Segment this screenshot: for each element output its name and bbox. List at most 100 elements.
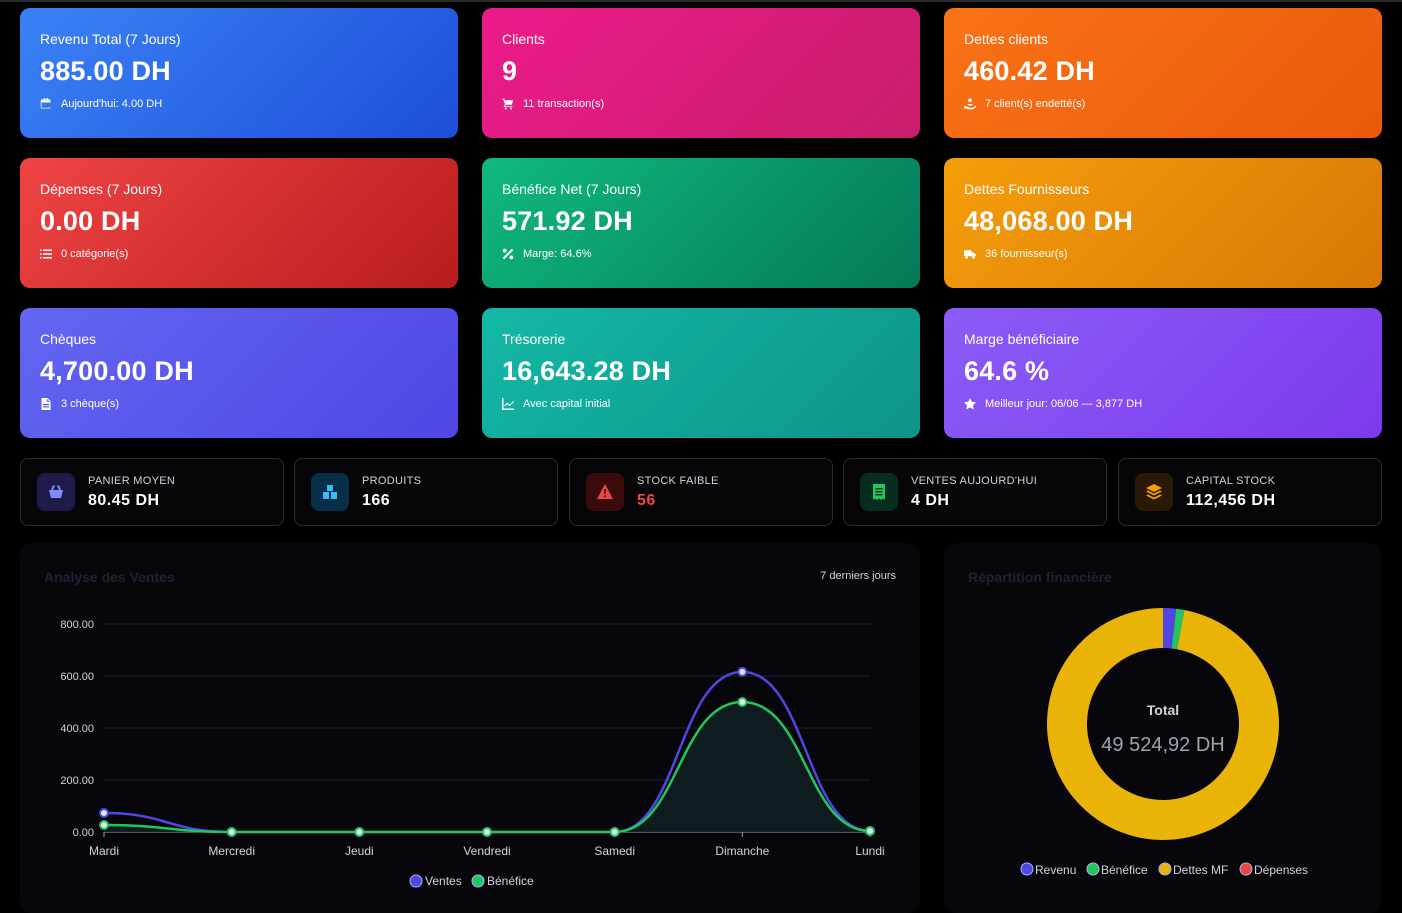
profit-margin-card[interactable]: Marge bénéficiaire 64.6 % Meilleur jour: 0… (944, 308, 1382, 438)
card-subtitle-text: 36 fournisseur(s) (985, 248, 1068, 260)
y-tick-label: 800.00 (60, 619, 94, 631)
cheques-card[interactable]: Chèques 4,700.00 DH 3 chèque(s) (20, 308, 458, 438)
kpi-value: 112,456 DH (1186, 491, 1276, 509)
card-subtitle-text: Aujourd'hui: 4.00 DH (61, 98, 163, 110)
legend-swatch (471, 874, 485, 888)
card-title: Dettes Fournisseurs (964, 181, 1090, 197)
card-title: Chèques (40, 331, 97, 347)
treasury-card[interactable]: Trésorerie 16,643.28 DH Avec capital initi… (482, 308, 920, 438)
donut-center-label: Total (1147, 702, 1179, 718)
card-title: Bénéfice Net (7 Jours) (502, 181, 642, 197)
data-point (737, 697, 748, 707)
card-subtitle: 0 catégorie(s) (40, 248, 438, 260)
legend-swatch (409, 874, 423, 888)
y-tick-label: 200.00 (60, 775, 94, 787)
data-point (354, 827, 365, 837)
period-label: 7 derniers jours (820, 570, 896, 582)
truck-icon (964, 250, 976, 259)
donut-slice-dettes-mf (1047, 608, 1279, 840)
card-value: 885.00 DH (40, 56, 171, 86)
card-subtitle-text: Meilleur jour: 06/06 — 3,877 DH (985, 398, 1143, 410)
kpi-text: PRODUITS 166 (362, 475, 421, 510)
card-subtitle: 7 client(s) endetté(s) (964, 98, 1362, 110)
card-subtitle: Avec capital initial (502, 398, 900, 410)
x-tick-label: Samedi (594, 844, 635, 858)
legend-label: Revenu (1035, 863, 1076, 877)
sales-panel-title: Analyse des Ventes (44, 569, 175, 585)
kpi-label: CAPITAL STOCK (1186, 474, 1276, 487)
card-value: 48,068.00 DH (964, 206, 1134, 236)
layers-icon (1135, 473, 1173, 511)
card-subtitle: Meilleur jour: 06/06 — 3,877 DH (964, 398, 1362, 410)
card-subtitle-text: Marge: 64.6% (523, 248, 592, 260)
expenses-card[interactable]: Dépenses (7 Jours) 0.00 DH 0 catégorie(s) (20, 158, 458, 288)
data-point (99, 819, 109, 830)
series-line-bénéfice (103, 700, 871, 834)
donut-center-value: 49 524,92 DH (1101, 734, 1224, 756)
kpi-text: PANIER MOYEN 80.45 DH (88, 475, 175, 510)
card-value: 64.6 % (964, 356, 1050, 386)
cart-icon (502, 98, 514, 110)
card-subtitle: 36 fournisseur(s) (964, 248, 1362, 260)
legend-label: Dettes MF (1173, 863, 1228, 877)
finance-panel-title: Répartition financière (968, 569, 1112, 585)
kpi-text: STOCK FAIBLE 56 (637, 475, 719, 510)
avg-basket-card[interactable]: PANIER MOYEN 80.45 DH (20, 458, 284, 526)
kpi-label: STOCK FAIBLE (637, 474, 719, 487)
sales-analysis-panel: Analyse des Ventes 7 derniers jours 800.… (20, 543, 920, 913)
low-stock-card[interactable]: STOCK FAIBLE 56 (569, 458, 833, 526)
top-border (0, 0, 1402, 2)
percent-icon (502, 248, 514, 260)
card-value: 571.92 DH (502, 206, 633, 236)
card-title: Revenu Total (7 Jours) (40, 31, 181, 47)
kpi-value: 80.45 DH (88, 491, 160, 509)
kpi-value: 166 (362, 491, 391, 509)
x-tick-label: Mercredi (208, 844, 255, 858)
kpi-text: CAPITAL STOCK 112,456 DH (1186, 475, 1276, 510)
hand-holding-icon (964, 98, 976, 110)
card-title: Dépenses (7 Jours) (40, 181, 163, 197)
card-subtitle: Marge: 64.6% (502, 248, 900, 260)
y-tick-label: 0.00 (73, 827, 94, 839)
card-value: 4,700.00 DH (40, 356, 194, 386)
today-sales-card[interactable]: VENTES AUJOURD'HUI 4 DH (843, 458, 1107, 526)
x-tick-label: Mardi (89, 844, 119, 858)
warning-icon (586, 473, 624, 511)
card-subtitle-text: 11 transaction(s) (523, 98, 605, 110)
net-profit-card[interactable]: Bénéfice Net (7 Jours) 571.92 DH Marge: 64… (482, 158, 920, 288)
x-tick-label: Jeudi (345, 844, 374, 858)
client-debts-card[interactable]: Dettes clients 460.42 DH 7 client(s) endet… (944, 8, 1382, 138)
file-icon (41, 398, 51, 410)
card-value: 16,643.28 DH (502, 356, 672, 386)
financial-donut-chart: Total 49 524,92 DH Revenu Bénéfice Dettes … (1020, 608, 1308, 877)
donut-slice-bénéfice (1171, 608, 1185, 650)
data-point (99, 808, 109, 819)
boxes-icon (311, 473, 349, 511)
card-value: 9 (502, 56, 518, 86)
y-tick-label: 600.00 (60, 671, 94, 683)
supplier-debts-card[interactable]: Dettes Fournisseurs 48,068.00 DH 36 fourni… (944, 158, 1382, 288)
card-subtitle-text: 3 chèque(s) (61, 398, 120, 410)
legend-swatch (1020, 862, 1034, 876)
list-icon (40, 249, 52, 259)
kpi-label: PRODUITS (362, 474, 422, 487)
clients-card[interactable]: Clients 9 11 transaction(s) (482, 8, 920, 138)
products-card[interactable]: PRODUITS 166 (294, 458, 558, 526)
card-title: Clients (502, 31, 545, 47)
basket-icon (37, 473, 75, 511)
legend-label: Dépenses (1254, 863, 1308, 877)
data-point (482, 827, 492, 837)
x-tick-label: Lundi (855, 844, 884, 858)
data-point (865, 825, 875, 836)
card-title: Marge bénéficiaire (964, 331, 1080, 347)
financial-breakdown-panel: Répartition financière Total 49 524,92 D… (944, 543, 1382, 913)
card-value: 0.00 DH (40, 206, 141, 236)
calendar-icon (40, 98, 51, 109)
data-point (226, 827, 237, 837)
revenue-total-card[interactable]: Revenu Total (7 Jours) 885.00 DH Aujourd'h… (20, 8, 458, 138)
receipt-icon (860, 473, 898, 511)
legend-swatch (1086, 862, 1100, 876)
x-tick-label: Vendredi (463, 844, 510, 858)
stock-capital-card[interactable]: CAPITAL STOCK 112,456 DH (1118, 458, 1382, 526)
card-title: Trésorerie (502, 331, 566, 347)
